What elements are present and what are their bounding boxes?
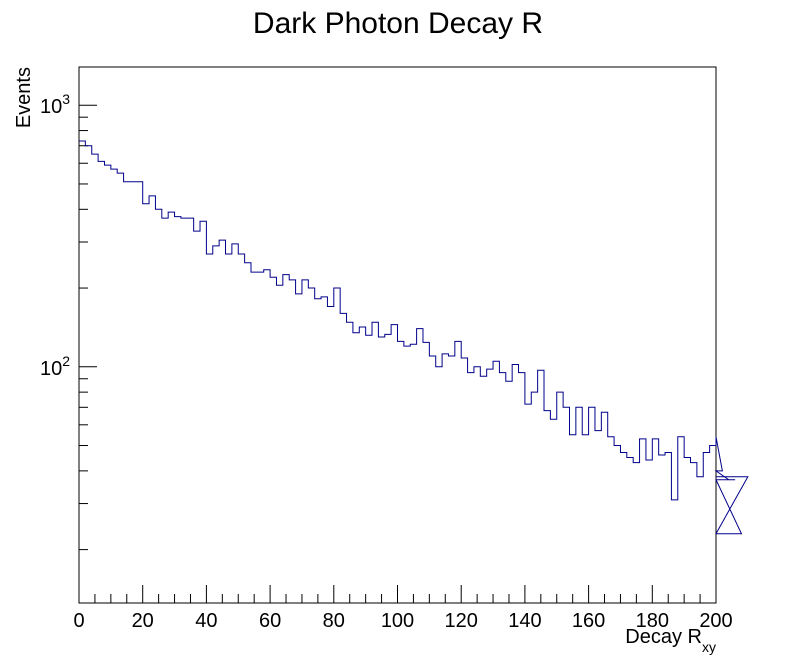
x-tick-label: 140	[508, 610, 541, 632]
x-tick-label: 160	[572, 610, 605, 632]
x-tick-label: 0	[73, 610, 84, 632]
histogram-series-line	[79, 140, 749, 535]
x-tick-label: 40	[195, 610, 217, 632]
x-axis-label-subscript: xy	[702, 639, 716, 655]
y-tick-label-exponent: 2	[62, 353, 70, 369]
x-tick-label: 180	[636, 610, 669, 632]
x-tick-label: 100	[381, 610, 414, 632]
y-tick-label-base: 10	[40, 96, 62, 118]
x-tick-label: 200	[699, 610, 732, 632]
y-axis-label: Events	[13, 67, 35, 128]
x-axis-ticks: 0 20 40 60 80 100 120 140 160 180 200	[73, 585, 733, 632]
x-axis-label: Decay Rxy	[625, 626, 716, 655]
y-tick-label: 102	[40, 353, 70, 380]
x-tick-label: 20	[132, 610, 154, 632]
x-tick-label: 80	[323, 610, 345, 632]
x-axis-label-main: Decay R	[625, 626, 702, 648]
x-tick-label: 120	[445, 610, 478, 632]
y-tick-label: 103	[40, 91, 70, 118]
y-tick-label-base: 10	[40, 358, 62, 380]
chart-title: Dark Photon Decay R	[253, 7, 543, 40]
x-tick-label: 60	[259, 610, 281, 632]
y-tick-label-exponent: 3	[62, 91, 70, 107]
